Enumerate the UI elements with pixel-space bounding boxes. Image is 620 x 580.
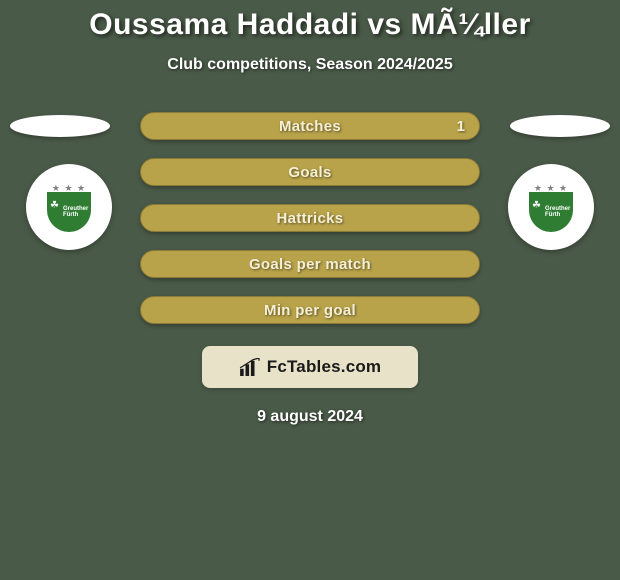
stat-label: Goals per match (249, 256, 371, 273)
site-logo-text: FcTables.com (267, 357, 382, 377)
stat-bar-matches: Matches 1 (140, 112, 480, 140)
fctables-chart-icon (239, 358, 261, 376)
stat-bar-goals-per-match: Goals per match (140, 250, 480, 278)
crest-shield-icon: ☘ Greuther Fürth (529, 192, 573, 232)
content-area: ★ ★ ★ ☘ Greuther Fürth ★ ★ ★ ☘ Greuther … (0, 112, 620, 426)
right-club-badge: ★ ★ ★ ☘ Greuther Fürth (508, 164, 594, 250)
stat-bar-goals: Goals (140, 158, 480, 186)
stat-label: Goals (288, 164, 331, 181)
left-player-shadow (10, 115, 110, 137)
left-club-badge: ★ ★ ★ ☘ Greuther Fürth (26, 164, 112, 250)
stat-bar-hattricks: Hattricks (140, 204, 480, 232)
site-logo-box: FcTables.com (202, 346, 418, 388)
comparison-card: Oussama Haddadi vs MÃ¼ller Club competit… (0, 0, 620, 580)
crest-text-line2: Fürth (545, 212, 560, 218)
stat-label: Matches (279, 118, 341, 135)
club-crest-right: ★ ★ ★ ☘ Greuther Fürth (521, 177, 581, 237)
clover-icon: ☘ (50, 200, 59, 211)
stat-label: Min per goal (264, 302, 356, 319)
stat-label: Hattricks (277, 210, 344, 227)
page-title: Oussama Haddadi vs MÃ¼ller (0, 0, 620, 42)
clover-icon: ☘ (532, 200, 541, 211)
right-player-shadow (510, 115, 610, 137)
crest-text-line2: Fürth (63, 212, 78, 218)
stat-value-right: 1 (457, 118, 465, 135)
crest-shield-icon: ☘ Greuther Fürth (47, 192, 91, 232)
stat-bar-min-per-goal: Min per goal (140, 296, 480, 324)
stat-bars: Matches 1 Goals Hattricks Goals per matc… (140, 112, 480, 324)
subtitle: Club competitions, Season 2024/2025 (0, 56, 620, 74)
club-crest-left: ★ ★ ★ ☘ Greuther Fürth (39, 177, 99, 237)
comparison-date: 9 august 2024 (0, 408, 620, 426)
